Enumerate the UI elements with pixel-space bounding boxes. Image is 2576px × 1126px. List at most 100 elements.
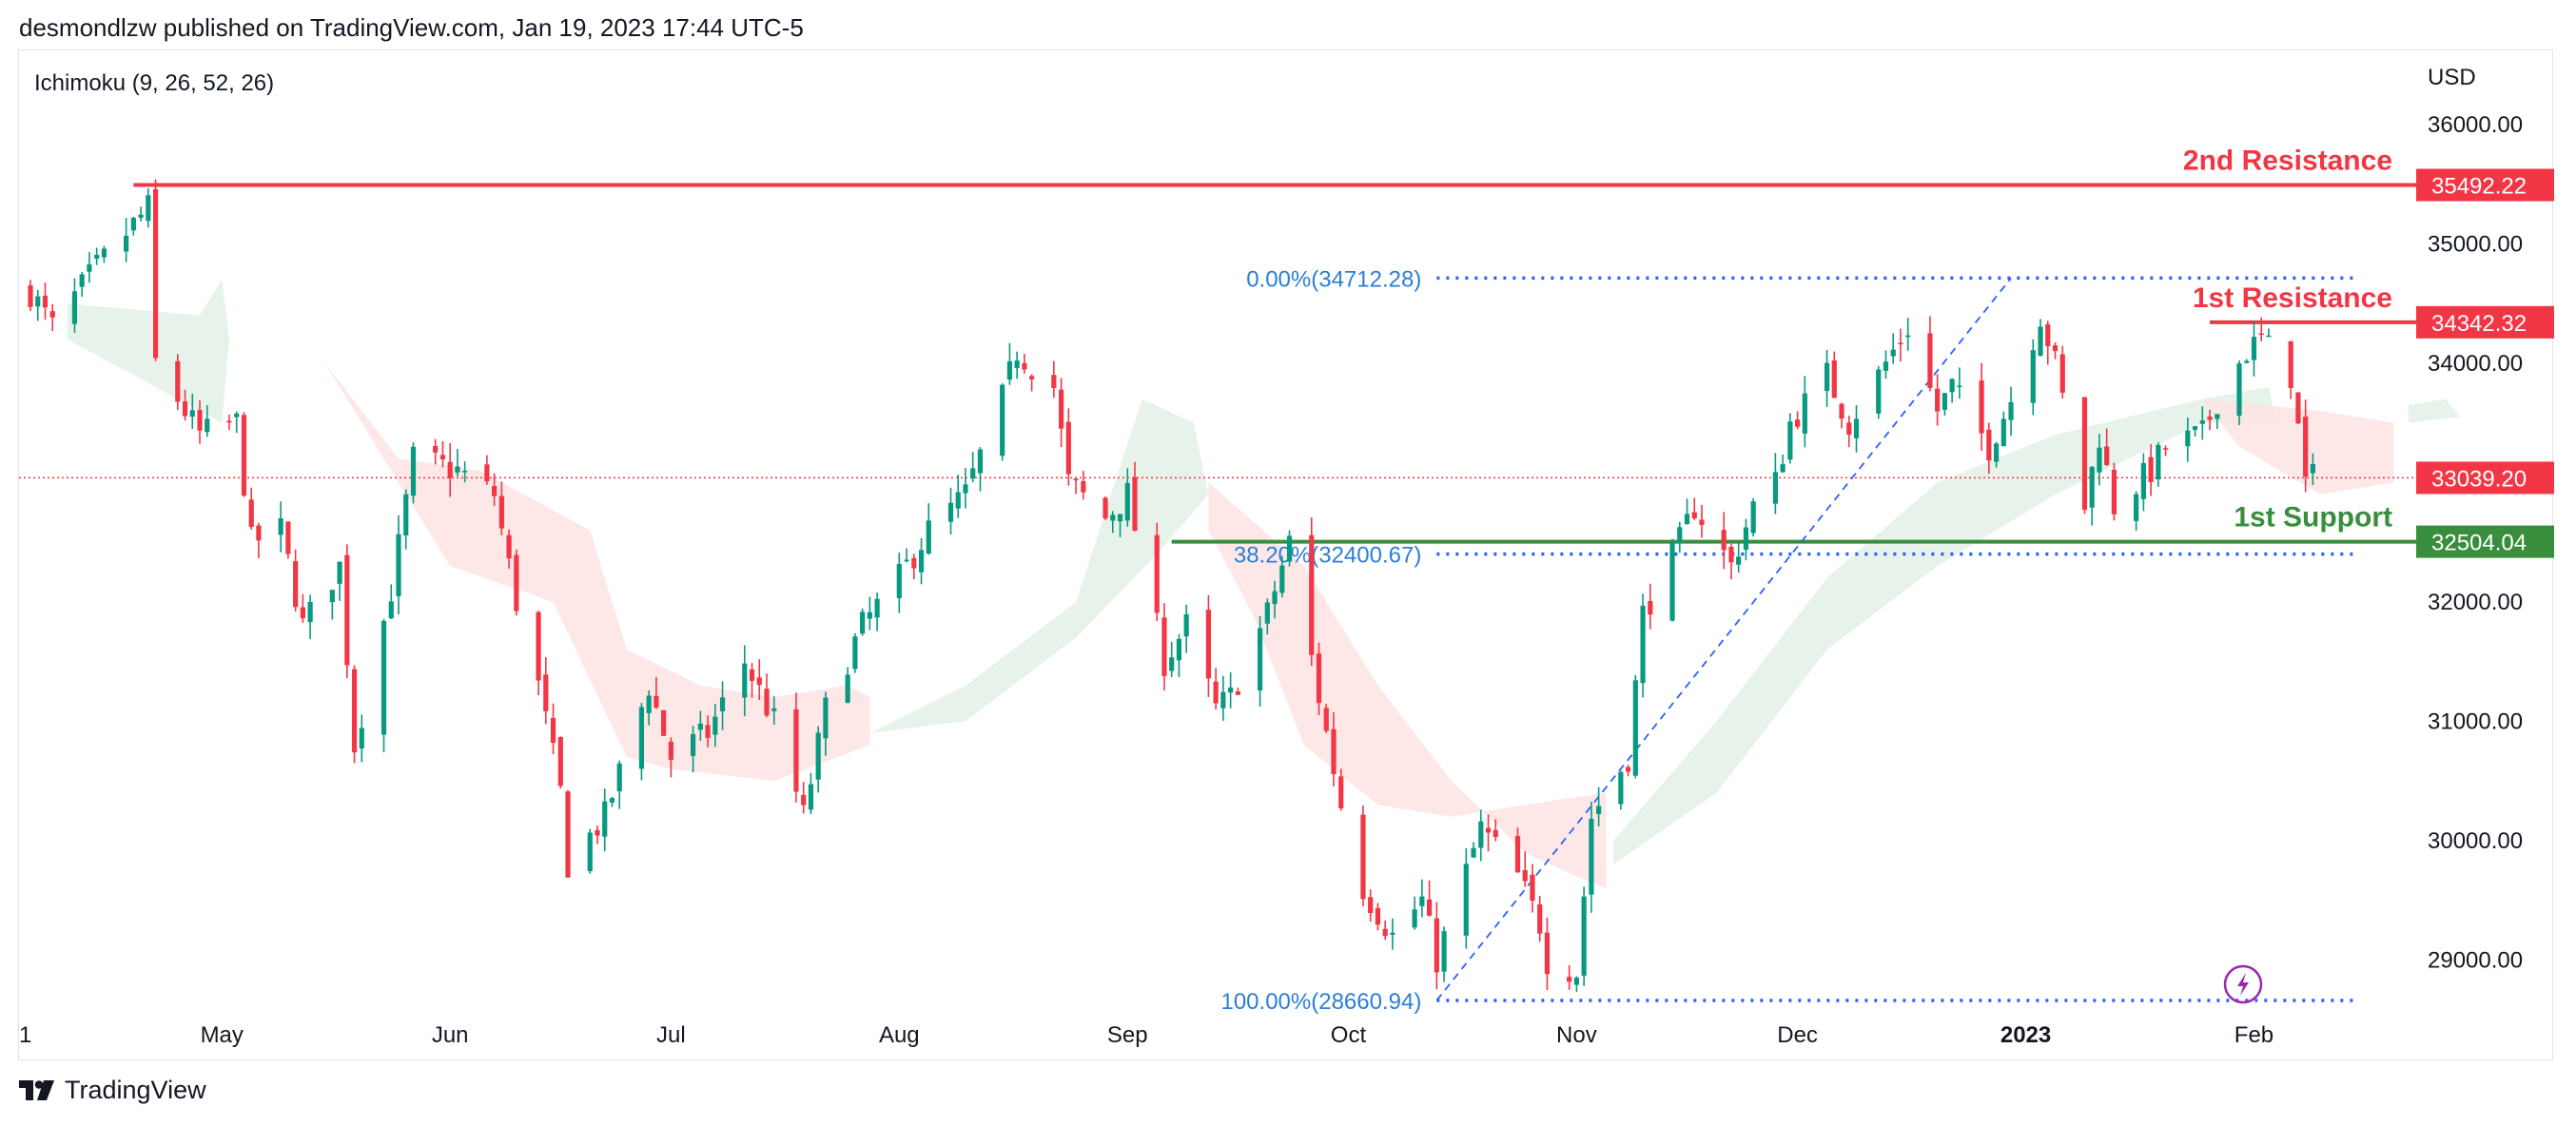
price-tag-text: 32504.04 xyxy=(2431,531,2527,556)
candle-body xyxy=(248,499,254,527)
candle-body xyxy=(1338,776,1344,808)
candle-body xyxy=(138,214,144,218)
candle-body xyxy=(550,718,556,744)
candle-body xyxy=(329,590,335,603)
fibonacci-retracement[interactable]: 0.00%(34712.28) 38.20%(32400.67) 100.00%(2… xyxy=(1220,266,2357,1015)
candle-body xyxy=(1205,610,1211,679)
candle-body xyxy=(874,598,880,618)
time-tick-label: Dec xyxy=(1777,1022,1818,1048)
candle-body xyxy=(359,728,364,749)
candle-body xyxy=(2288,340,2293,389)
horizontal-levels[interactable]: 2nd Resistance 1st Resistance 1st Support xyxy=(19,146,2416,544)
candle-body xyxy=(2140,462,2146,499)
price-tick-label: 34000.00 xyxy=(2428,351,2523,377)
candle-body xyxy=(661,709,667,736)
time-tick-label: Oct xyxy=(1331,1022,1367,1048)
price-tag-text: 35492.22 xyxy=(2431,174,2527,200)
candle-body xyxy=(307,601,313,623)
candle-body xyxy=(1883,361,1889,371)
time-tick-label: 1 xyxy=(19,1022,31,1048)
candle-body xyxy=(1772,472,1778,504)
candle-body xyxy=(1573,977,1579,985)
candle-body xyxy=(1846,422,1852,436)
fib-level-label: 0.00%(34712.28) xyxy=(1246,266,1421,292)
candle-body xyxy=(49,311,55,318)
candle-body xyxy=(1485,827,1492,833)
candle-body xyxy=(1618,771,1624,805)
current-price-text: 33039.20 xyxy=(2431,466,2527,492)
candle-body xyxy=(182,401,188,417)
alert-button[interactable] xyxy=(2223,964,2263,1004)
candle-body xyxy=(381,621,387,735)
fib-level-label: 38.20%(32400.67) xyxy=(1234,543,1421,569)
fib-trend-line xyxy=(1435,277,2012,1001)
candle-body xyxy=(462,471,468,473)
candle-body xyxy=(1257,628,1263,690)
cloud-segment-bull xyxy=(67,280,229,423)
candle-body xyxy=(2244,360,2250,363)
candle-body xyxy=(2052,345,2059,352)
fib-level-label: 100.00%(28660.94) xyxy=(1220,989,1421,1015)
candle-body xyxy=(1463,864,1469,936)
candle-body xyxy=(1596,806,1602,815)
candle-body xyxy=(712,716,718,735)
time-tick-label: Sep xyxy=(1107,1022,1148,1048)
candle-body xyxy=(587,832,593,871)
candle-body xyxy=(963,484,968,494)
candlestick-series xyxy=(28,179,2315,992)
candle-body xyxy=(2295,392,2301,424)
time-tick-label: May xyxy=(201,1022,244,1048)
candle-body xyxy=(2215,414,2220,419)
candle-body xyxy=(2303,417,2309,477)
candle-body xyxy=(189,410,195,417)
candle-body xyxy=(1073,478,1079,480)
candle-body xyxy=(771,708,777,711)
candle-body xyxy=(1059,389,1064,429)
price-axis[interactable]: 29000.0030000.0031000.0032000.0033000.00… xyxy=(2428,112,2523,974)
candle-body xyxy=(918,550,925,573)
candle-body xyxy=(1441,931,1447,972)
candle-body xyxy=(1632,680,1638,776)
candle-body xyxy=(2258,333,2264,336)
candle-body xyxy=(697,723,703,730)
candle-body xyxy=(492,486,498,496)
candle-body xyxy=(793,709,799,792)
current-price-tag xyxy=(2416,461,2554,495)
candle-body xyxy=(2192,426,2198,431)
indicator-legend[interactable]: Ichimoku (9, 26, 52, 26) xyxy=(34,70,274,96)
candle-body xyxy=(1368,897,1374,914)
candle-body xyxy=(719,697,726,711)
candle-body xyxy=(2104,446,2110,465)
tradingview-logo-icon xyxy=(19,1079,54,1100)
candle-body xyxy=(1176,638,1182,661)
candle-body xyxy=(2156,444,2161,480)
candle-body xyxy=(2251,337,2257,360)
candle-body xyxy=(514,554,519,612)
time-axis[interactable]: 1 May Jun Jul Aug Sep Oct Nov Dec 2023 Feb xyxy=(19,1022,2274,1048)
price-tag xyxy=(2416,168,2554,202)
candle-body xyxy=(1264,602,1270,624)
candle-body xyxy=(1220,691,1226,709)
candle-body xyxy=(1787,421,1793,460)
candle-body xyxy=(1949,379,1955,393)
candle-body xyxy=(226,420,232,423)
candle-body xyxy=(1876,369,1882,414)
candle-body xyxy=(498,495,504,529)
candle-body xyxy=(1006,360,1013,380)
tradingview-footer[interactable]: TradingView xyxy=(19,1076,206,1105)
candle-body xyxy=(300,607,305,619)
candle-body xyxy=(87,264,92,272)
candle-body xyxy=(1831,360,1837,398)
candle-body xyxy=(396,534,401,596)
candle-body xyxy=(1323,708,1329,731)
candle-body xyxy=(1213,681,1219,704)
candle-body xyxy=(1802,393,1807,434)
candle-body xyxy=(1124,482,1130,521)
chart-canvas[interactable]: Ichimoku (9, 26, 52, 26) USD 2nd Resista… xyxy=(19,50,2554,1061)
candle-body xyxy=(1530,874,1535,902)
candle-body xyxy=(1117,514,1123,522)
chart-pane[interactable]: Ichimoku (9, 26, 52, 26) USD 2nd Resista… xyxy=(18,49,2554,1061)
candle-body xyxy=(2148,456,2154,482)
time-tick-label: Nov xyxy=(1556,1022,1597,1048)
candle-body xyxy=(1640,605,1646,684)
